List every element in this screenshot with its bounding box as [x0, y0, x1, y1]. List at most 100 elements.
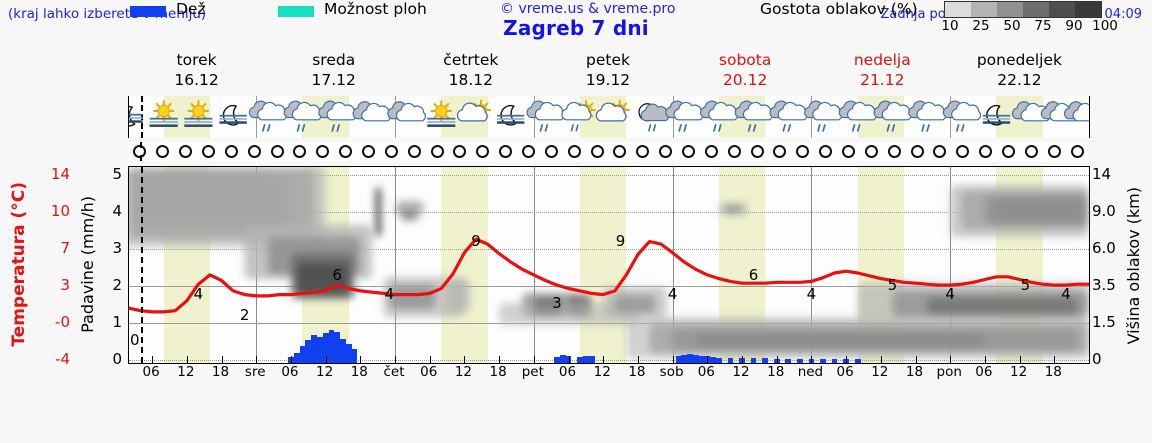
- day-name: sobota: [718, 51, 772, 69]
- x-axis-tickmark: [395, 356, 397, 363]
- day-date: 17.12: [311, 71, 356, 89]
- weather-icon-cloud-rain: [283, 100, 322, 132]
- temperature-tick: 7: [60, 239, 70, 257]
- temperature-curve: [129, 237, 1089, 314]
- temperature-tick: 14: [50, 165, 70, 183]
- temperature-point-label: 4: [193, 284, 204, 303]
- temperature-point-label: 9: [615, 232, 626, 251]
- precipitation-bar: [710, 357, 716, 363]
- day-name: torek: [176, 51, 217, 69]
- weather-icon-cloud-rain: [908, 100, 947, 132]
- hour-dot: [956, 145, 970, 158]
- cloud-density-tick: 75: [1034, 18, 1052, 34]
- meteogram-plot[interactable]: 0 4 2 6 4 9 3 9 4 6 4 5 4 5 4: [128, 166, 1090, 364]
- precipitation-axis-title: Padavine (mm/h): [74, 166, 100, 362]
- temperature-point-label: 2: [239, 306, 250, 325]
- weather-icon-cloud-rain: [804, 100, 843, 132]
- weather-icon-cloud-rain: [942, 100, 982, 132]
- precipitation-bar: [554, 357, 560, 363]
- weather-icon-cloud-rain: [873, 100, 912, 132]
- rain-legend-swatch: [130, 6, 166, 17]
- precipitation-bar: [328, 330, 335, 363]
- precipitation-bar: [692, 354, 699, 363]
- cloud-density-tick: 90: [1065, 18, 1083, 34]
- showers-legend-label: Možnost ploh: [324, 0, 427, 18]
- hour-dot: [796, 145, 810, 158]
- day-header-četrtek: četrtek 18.12: [402, 50, 539, 94]
- precipitation-bar: [311, 334, 317, 363]
- showers-legend-swatch: [278, 6, 314, 17]
- weather-icon-sun-fog: [149, 100, 178, 127]
- day-header-sreda: sreda 17.12: [265, 50, 402, 94]
- now-marker-line: [140, 96, 143, 138]
- day-separator-2: [395, 167, 397, 363]
- daylight-band-2: [441, 167, 488, 363]
- precipitation-bar: [582, 355, 589, 363]
- cloudheight-tick: 0: [1092, 350, 1102, 368]
- x-axis-tick: čet: [383, 364, 405, 380]
- x-axis-tick: 12: [177, 364, 195, 380]
- precipitation-tick: 1: [112, 313, 122, 331]
- precipitation-bar: [687, 354, 693, 363]
- temperature-point-label: 4: [806, 284, 817, 303]
- daylight-band-0: [163, 96, 210, 138]
- temperature-point-label: 0: [130, 331, 140, 349]
- weather-icon-cloud-rain: [526, 100, 565, 132]
- gridline-7: [129, 249, 1089, 250]
- day-date: 16.12: [174, 71, 219, 89]
- x-axis-tickmark: [221, 356, 223, 363]
- x-axis-tickmark: [1054, 356, 1056, 363]
- gridline-3: [129, 286, 1089, 287]
- hour-dot-strip: [128, 142, 1088, 161]
- credit-link[interactable]: © vreme.us & vreme.pro: [500, 1, 676, 17]
- day-separator-6: [950, 167, 952, 363]
- temperature-point-label: 4: [667, 284, 678, 303]
- weather-icon-cloud: [387, 101, 426, 122]
- day-date: 19.12: [585, 71, 631, 89]
- page-title: Zagreb 7 dni: [503, 16, 649, 40]
- precipitation-bar: [305, 339, 312, 363]
- weather-icon-cloud-rain: [665, 100, 704, 132]
- day-header-petek: petek 19.12: [539, 50, 676, 94]
- precipitation-tick: 2: [112, 276, 122, 294]
- hour-dot: [202, 145, 215, 158]
- daylight-band-3: [580, 167, 627, 363]
- hour-dot: [522, 145, 535, 158]
- temperature-point-label: 9: [471, 232, 481, 251]
- x-axis-tick: 12: [1010, 364, 1028, 380]
- x-axis-tickmark: [290, 356, 292, 363]
- precipitation-bar: [559, 354, 566, 363]
- hour-dot: [224, 145, 238, 158]
- x-axis-tick: 06: [281, 364, 299, 380]
- hour-dot: [887, 145, 901, 158]
- cloud-density-step-10: [945, 2, 971, 17]
- x-axis-tickmark: [915, 356, 917, 363]
- day-header-torek: torek 16.12: [128, 50, 265, 94]
- day-header-ponedeljek: ponedeljek 22.12: [951, 50, 1088, 94]
- x-axis-tickmark: [811, 356, 813, 363]
- hour-dot: [544, 145, 558, 158]
- weather-icon-sun-cloud: [595, 99, 630, 122]
- precipitation-bar: [854, 359, 861, 363]
- temperature-axis-title: Temperatura (°C): [6, 166, 32, 362]
- cloud-density-step-100: [1075, 2, 1101, 17]
- hour-dot: [156, 145, 170, 158]
- day-date: 22.12: [997, 71, 1042, 89]
- cloud-density-legend-label: Gostota oblakov (%): [760, 0, 918, 18]
- x-axis-tick: 06: [420, 364, 438, 380]
- x-axis-tickmark: [464, 356, 466, 363]
- x-axis-tick: 06: [558, 364, 577, 380]
- hour-dot: [1002, 145, 1015, 158]
- cloudheight-axis-title-text: Višina oblakov (km): [1123, 187, 1143, 345]
- day-name: petek: [586, 51, 630, 69]
- precipitation-bar: [750, 358, 757, 363]
- precipitation-bar: [340, 338, 346, 363]
- weather-icon-sun-cloud: [456, 99, 492, 122]
- precipitation-bar: [675, 356, 682, 363]
- hour-dot: [1047, 145, 1061, 158]
- weather-icon-moon-fog: [982, 104, 1011, 126]
- weather-icon-sun-cloud-rain: [561, 100, 597, 132]
- x-axis-tickmark: [152, 356, 154, 363]
- hour-dot: [270, 145, 284, 158]
- cloud-density-tick: 25: [972, 18, 990, 34]
